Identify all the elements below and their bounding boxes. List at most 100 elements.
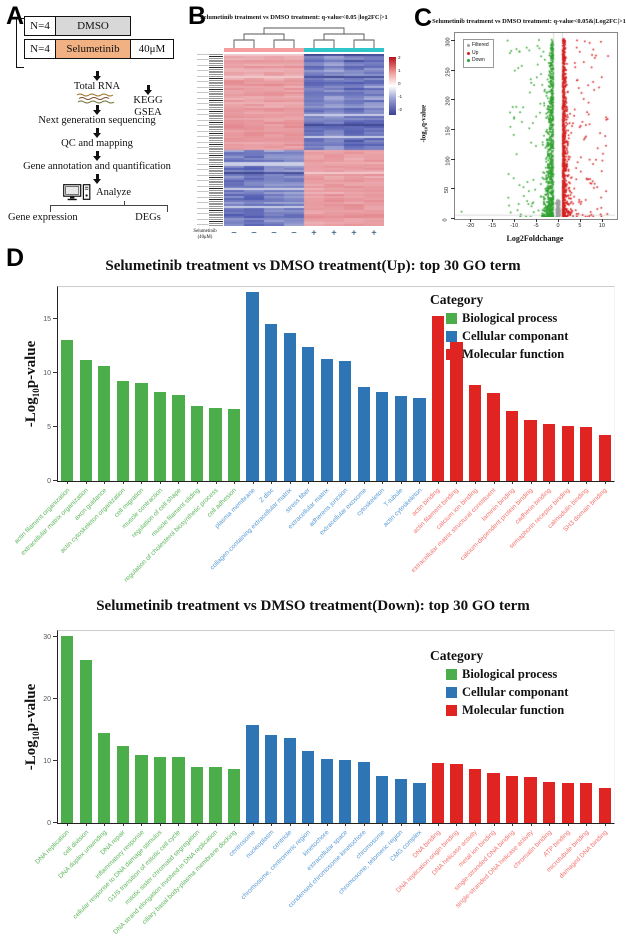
ylab-sub: 10 — [31, 388, 41, 398]
go-bar — [357, 762, 370, 823]
x-tick-mark — [604, 823, 606, 826]
x-tick-label: -10 — [510, 223, 519, 229]
downstream-kegg: KEGG — [133, 95, 163, 106]
x-tick-mark — [475, 823, 476, 826]
x-tick-mark — [85, 481, 87, 484]
heatmap-colorbar — [389, 57, 396, 115]
x-tick-mark — [234, 481, 236, 484]
treatment-sign: − — [231, 228, 237, 239]
y-tick-mark — [451, 158, 455, 160]
group-name-dmso: DMSO — [55, 16, 131, 36]
treatment-row-label: Selumetinib (40μM) — [188, 229, 222, 241]
go-bar — [543, 423, 556, 481]
row-label-line1: Selumetinib — [193, 229, 217, 234]
y-tick-label: 10 — [43, 370, 51, 378]
y-tick-label: 0 — [47, 478, 51, 485]
go-bar — [580, 427, 593, 481]
annotation-selumetinib — [304, 48, 384, 52]
y-tick-mark — [451, 69, 455, 71]
go-bar — [468, 769, 482, 823]
y-tick-mark — [451, 188, 455, 190]
go-bar — [98, 365, 111, 481]
x-tick-mark — [456, 823, 458, 826]
x-tick-mark — [104, 481, 106, 484]
x-tick-label: 10 — [598, 223, 605, 229]
go-bar — [524, 419, 537, 481]
group-dose: 40μM — [131, 39, 174, 59]
x-tick-mark — [493, 823, 495, 826]
x-tick-mark — [215, 481, 217, 484]
workflow-steps: Total RNA Next generation sequencing QC … — [6, 70, 188, 225]
downstream-analyses: KEGG GSEA — [126, 84, 170, 119]
step-sequencing: Next generation sequencing — [38, 115, 156, 126]
x-tick-mark — [197, 481, 198, 484]
x-tick-mark — [493, 481, 495, 484]
down-arrow-icon — [95, 151, 99, 156]
x-tick-mark — [363, 481, 365, 484]
go-bar — [450, 341, 463, 481]
y-tick-label: 100 — [445, 156, 452, 166]
volcano-x-axis-label: Log2Foldchange — [506, 234, 564, 243]
down-arrow-icon — [95, 128, 99, 133]
go-bar — [153, 391, 167, 481]
go-bar — [376, 391, 389, 481]
x-tick-mark — [345, 481, 347, 484]
legend-swatch — [446, 331, 457, 342]
legend-swatch — [446, 687, 457, 698]
go-bar — [227, 768, 241, 823]
treatment-sign: + — [371, 228, 377, 239]
legend-rows: Biological process Cellular componant Mole… — [398, 311, 608, 362]
legend-label: Cellular componant — [462, 329, 569, 343]
x-tick-mark — [512, 823, 514, 826]
x-tick-mark — [586, 823, 588, 826]
x-tick-mark — [197, 823, 198, 826]
x-tick-mark — [67, 823, 69, 826]
x-tick-mark — [252, 481, 254, 484]
ylab-suffix: p-value — [23, 683, 39, 732]
treatment-sign: + — [351, 228, 357, 239]
x-tick-mark — [601, 219, 603, 222]
y-tick-label: 10 — [43, 758, 51, 766]
down-arrow-icon — [95, 174, 99, 179]
step-annotation: Gene annotation and quantification — [23, 161, 171, 172]
computer-icon — [63, 184, 91, 201]
group-name-selumetinib: Selumetinib — [55, 39, 131, 59]
down-arrow-icon — [146, 85, 150, 90]
go-up-y-axis-label: -Log10p-value — [23, 309, 41, 459]
panel-c-label: C — [414, 4, 433, 32]
go-bar — [283, 333, 296, 481]
x-tick-mark — [252, 823, 254, 826]
legend-label: Down — [472, 57, 485, 63]
legend-rows: Biological process Cellular componant Mole… — [398, 667, 608, 718]
y-tick-mark — [53, 822, 58, 823]
x-tick-mark — [604, 481, 606, 484]
x-tick-mark — [289, 481, 291, 484]
x-tick-mark — [363, 823, 365, 826]
y-tick-mark — [451, 218, 455, 219]
go-bar — [61, 635, 74, 823]
go-bar — [598, 787, 611, 823]
y-tick-mark — [53, 318, 58, 320]
go-bar — [468, 385, 482, 481]
go-bar — [153, 756, 167, 823]
legend-title: Category — [430, 648, 484, 663]
legend-swatch — [446, 669, 457, 680]
x-tick-mark — [122, 823, 124, 826]
y-tick-mark — [451, 99, 455, 101]
panel-b-label: B — [188, 2, 207, 30]
colorbar-tick-label: 1 — [398, 68, 401, 73]
x-tick-mark — [492, 219, 494, 222]
x-tick-mark — [400, 823, 402, 826]
legend-entry: Biological process — [446, 311, 608, 326]
x-tick-mark — [536, 219, 538, 222]
panel-a-workflow: A N=4 DMSO N=4 Selumetinib 40μM Total RN… — [6, 4, 188, 254]
go-bar — [339, 759, 352, 823]
legend-entry: Cellular componant — [446, 329, 608, 344]
x-tick-mark — [400, 481, 402, 484]
go-bar — [561, 426, 574, 481]
branch-line — [50, 205, 168, 212]
go-bar — [79, 659, 92, 823]
group-row-dmso: N=4 DMSO — [24, 16, 174, 36]
y-tick-mark — [53, 480, 58, 481]
row-label-line2: (40μM) — [197, 234, 213, 240]
